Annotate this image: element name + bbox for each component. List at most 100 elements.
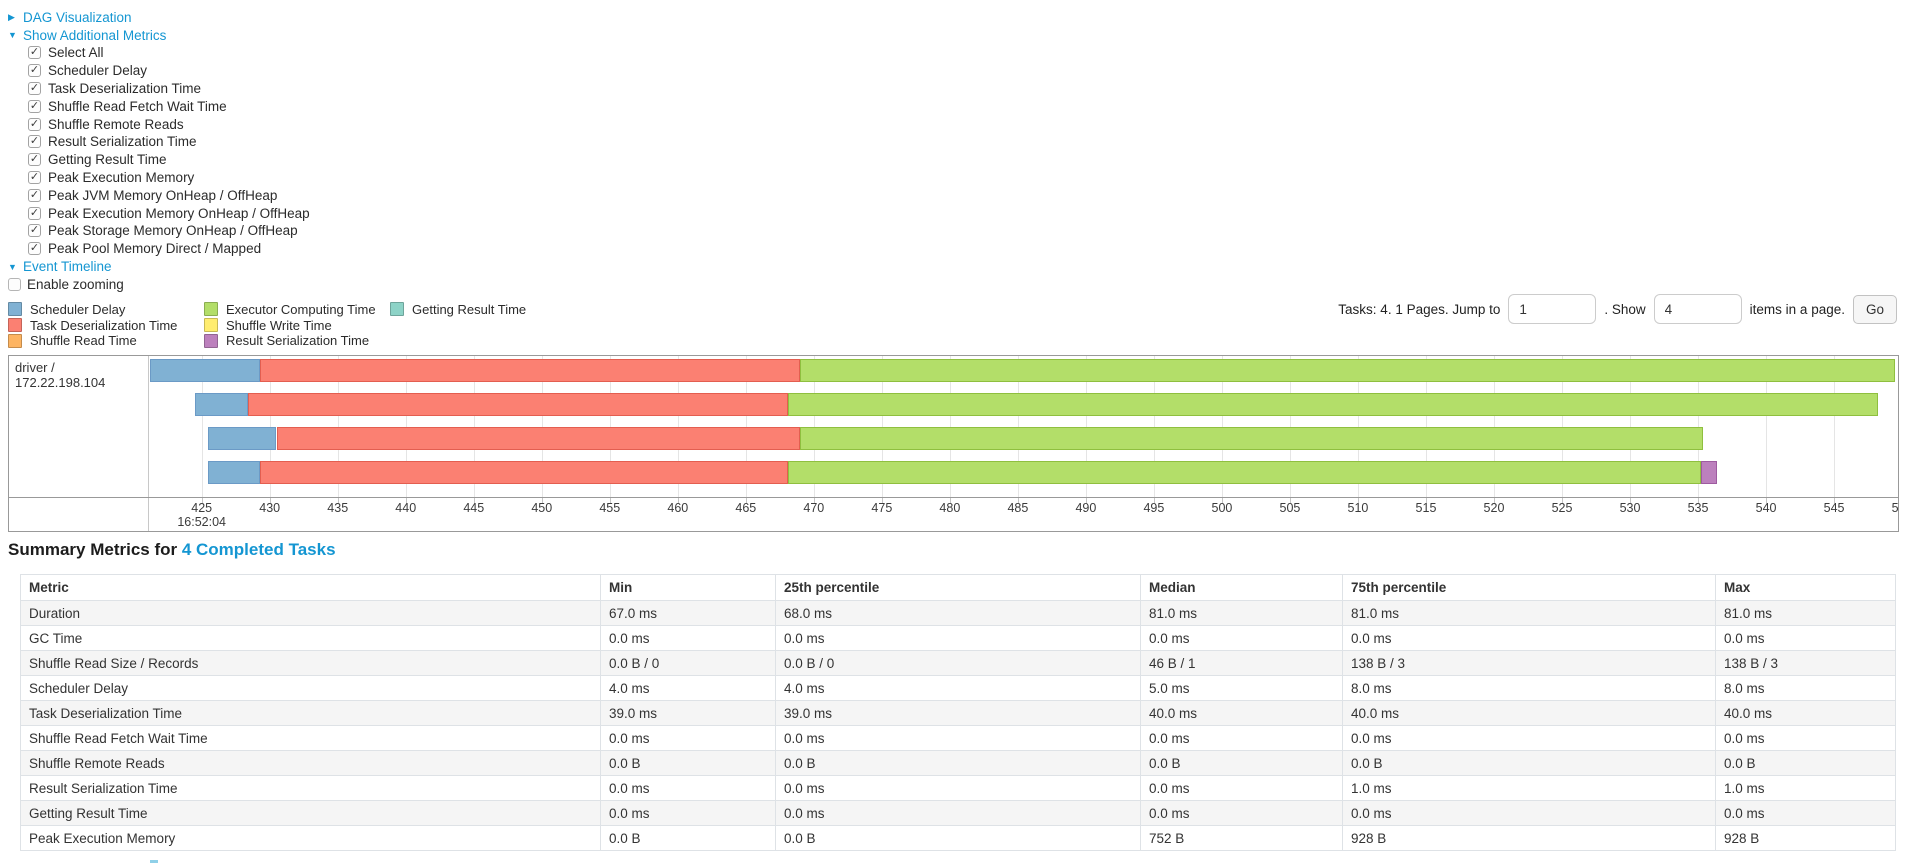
executor-row-label: driver / 172.22.198.104 <box>9 356 149 531</box>
metric-value-cell: 928 B <box>1342 825 1716 851</box>
metric-value-cell: 1.0 ms <box>1715 775 1896 801</box>
metric-value-cell: 0.0 ms <box>1140 800 1343 826</box>
checkbox-label: Peak Storage Memory OnHeap / OffHeap <box>48 223 298 239</box>
metric-option-select-all: ✓ Select All <box>28 44 1907 62</box>
column-header-min: Min <box>600 574 776 601</box>
axis-gridline <box>1357 356 1359 497</box>
metric-value-cell: 138 B / 3 <box>1342 650 1716 676</box>
task-4-task-deserialization-bar[interactable] <box>260 461 788 484</box>
axis-tick-label: 435 <box>327 501 349 515</box>
task-deserialization-swatch-icon <box>8 318 22 333</box>
checkbox-peak-execution-memory[interactable]: ✓ <box>28 170 41 184</box>
task-3-scheduler-delay-bar[interactable] <box>208 427 277 450</box>
checkbox-label: Result Serialization Time <box>48 134 197 150</box>
getting-result-swatch-icon <box>390 302 404 317</box>
task-4-result-serialization-bar[interactable] <box>1700 461 1718 484</box>
checkbox-getting-result-time[interactable]: ✓ <box>28 153 41 167</box>
show-text: . Show <box>1604 301 1646 317</box>
axis-tick-label: 465 <box>735 501 757 515</box>
checkbox-label: Shuffle Remote Reads <box>48 116 184 132</box>
checkbox-peak-storage-memory-onheap-offheap[interactable]: ✓ <box>28 224 41 238</box>
checkbox-task-deserialization-time[interactable]: ✓ <box>28 81 41 95</box>
dag-visualization-label: DAG Visualization <box>23 9 132 25</box>
axis-gridline <box>473 356 475 497</box>
task-4-scheduler-delay-bar[interactable] <box>208 461 261 484</box>
checkbox-peak-execution-memory-onheap-offheap[interactable]: ✓ <box>28 206 41 220</box>
task-4-executor-computing-bar[interactable] <box>787 461 1701 484</box>
metric-name-cell: Shuffle Remote Reads <box>20 750 601 776</box>
task-1-task-deserialization-bar[interactable] <box>260 359 801 382</box>
task-3-task-deserialization-bar[interactable] <box>276 427 801 450</box>
task-1-executor-computing-bar[interactable] <box>800 359 1896 382</box>
axis-gridline <box>1698 356 1700 497</box>
checkbox-shuffle-remote-reads[interactable]: ✓ <box>28 117 41 131</box>
checkbox-shuffle-read-fetch-wait-time[interactable]: ✓ <box>28 99 41 113</box>
axis-tick-mark <box>541 498 543 503</box>
timeline-axis: 425 16:52:04 430 435 440 445 450 455 460 465 470 47… <box>9 497 1898 531</box>
show-additional-metrics-toggle[interactable]: ▼ Show Additional Metrics <box>8 26 1907 44</box>
axis-gridline <box>677 356 679 497</box>
completed-tasks-link[interactable]: 4 Completed Tasks <box>181 540 336 559</box>
axis-tick-mark <box>1153 498 1155 503</box>
shuffle-write-swatch-icon <box>204 318 218 333</box>
column-header-median: Median <box>1140 574 1343 601</box>
axis-tick-label: 425 <box>191 501 213 515</box>
metric-value-cell: 0.0 B <box>775 825 1141 851</box>
axis-tick-label: 515 <box>1415 501 1437 515</box>
metric-option-shuffle-remote-reads: ✓ Shuffle Remote Reads <box>28 115 1907 133</box>
dag-visualization-toggle[interactable]: ▶ DAG Visualization <box>8 8 1907 26</box>
axis-gridline <box>1562 356 1563 497</box>
axis-gridline <box>949 356 951 497</box>
legend-item-task-deserialization: Task Deserialization Time <box>8 317 204 333</box>
checkbox-select-all[interactable]: ✓ <box>28 46 41 60</box>
task-3-executor-computing-bar[interactable] <box>800 427 1704 450</box>
metric-name-cell: Result Serialization Time <box>20 775 601 801</box>
axis-tick-mark <box>337 498 339 503</box>
show-additional-metrics-label: Show Additional Metrics <box>23 27 167 43</box>
axis-tick-mark <box>473 498 475 503</box>
metric-value-cell: 0.0 ms <box>775 800 1141 826</box>
checkbox-scheduler-delay[interactable]: ✓ <box>28 64 41 78</box>
column-header-25th-percentile: 25th percentile <box>775 574 1141 601</box>
checkbox-peak-jvm-memory-onheap-offheap[interactable]: ✓ <box>28 188 41 202</box>
task-2-executor-computing-bar[interactable] <box>787 393 1878 416</box>
metric-name-cell: Shuffle Read Fetch Wait Time <box>20 725 601 751</box>
items-per-page-input[interactable] <box>1653 294 1742 324</box>
metric-option-getting-result-time: ✓ Getting Result Time <box>28 151 1907 169</box>
axis-tick-mark <box>813 498 815 503</box>
timeline-axis-ticks: 425 16:52:04 430 435 440 445 450 455 460 465 470 47… <box>150 498 1898 531</box>
summary-metrics-table: Metric Min 25th percentile Median 75th perce… <box>20 574 1896 851</box>
axis-tick-mark <box>949 498 951 503</box>
legend-item-executor-computing: Executor Computing Time <box>204 302 390 318</box>
checkbox-peak-pool-memory-direct-mapped[interactable]: ✓ <box>28 242 41 256</box>
event-timeline-label: Event Timeline <box>23 259 112 275</box>
axis-tick-mark <box>1834 498 1836 503</box>
enable-zooming-checkbox[interactable] <box>8 277 21 291</box>
jump-to-page-input[interactable] <box>1508 294 1597 324</box>
task-2-scheduler-delay-bar[interactable] <box>194 393 248 416</box>
scheduler-delay-swatch-icon <box>8 302 22 317</box>
axis-gridline <box>609 356 611 497</box>
axis-gridline <box>1017 356 1019 497</box>
axis-gridline <box>201 356 203 497</box>
axis-tick-mark <box>1085 498 1087 503</box>
axis-tick-mark <box>1630 498 1632 503</box>
event-timeline-toggle[interactable]: ▼ Event Timeline <box>8 258 1907 276</box>
metric-value-cell: 8.0 ms <box>1342 675 1716 701</box>
axis-tick-label: 445 <box>463 501 485 515</box>
checkbox-result-serialization-time[interactable]: ✓ <box>28 135 41 149</box>
axis-gridline <box>813 356 815 497</box>
metric-value-cell: 0.0 B <box>1715 750 1896 776</box>
axis-tick-label: 475 <box>871 501 893 515</box>
table-row-result-serialization-time: Result Serialization Time 0.0 ms 0.0 ms 0.0… <box>20 775 1896 801</box>
go-button[interactable]: Go <box>1852 294 1897 324</box>
table-row-shuffle-read-size-records: Shuffle Read Size / Records 0.0 B / 0 0.0 … <box>20 650 1896 676</box>
metric-value-cell: 0.0 B <box>600 825 776 851</box>
metric-name-cell: Scheduler Delay <box>20 675 601 701</box>
task-2-task-deserialization-bar[interactable] <box>247 393 788 416</box>
summary-metrics-heading: Summary Metrics for 4 Completed Tasks <box>8 540 336 560</box>
task-1-scheduler-delay-bar[interactable] <box>150 359 261 382</box>
axis-tick-mark <box>1425 498 1427 503</box>
summary-table-body: Duration 67.0 ms 68.0 ms 81.0 ms 81.0 ms 81.0… <box>20 600 1896 851</box>
enable-zooming-row: Enable zooming <box>8 276 1907 293</box>
